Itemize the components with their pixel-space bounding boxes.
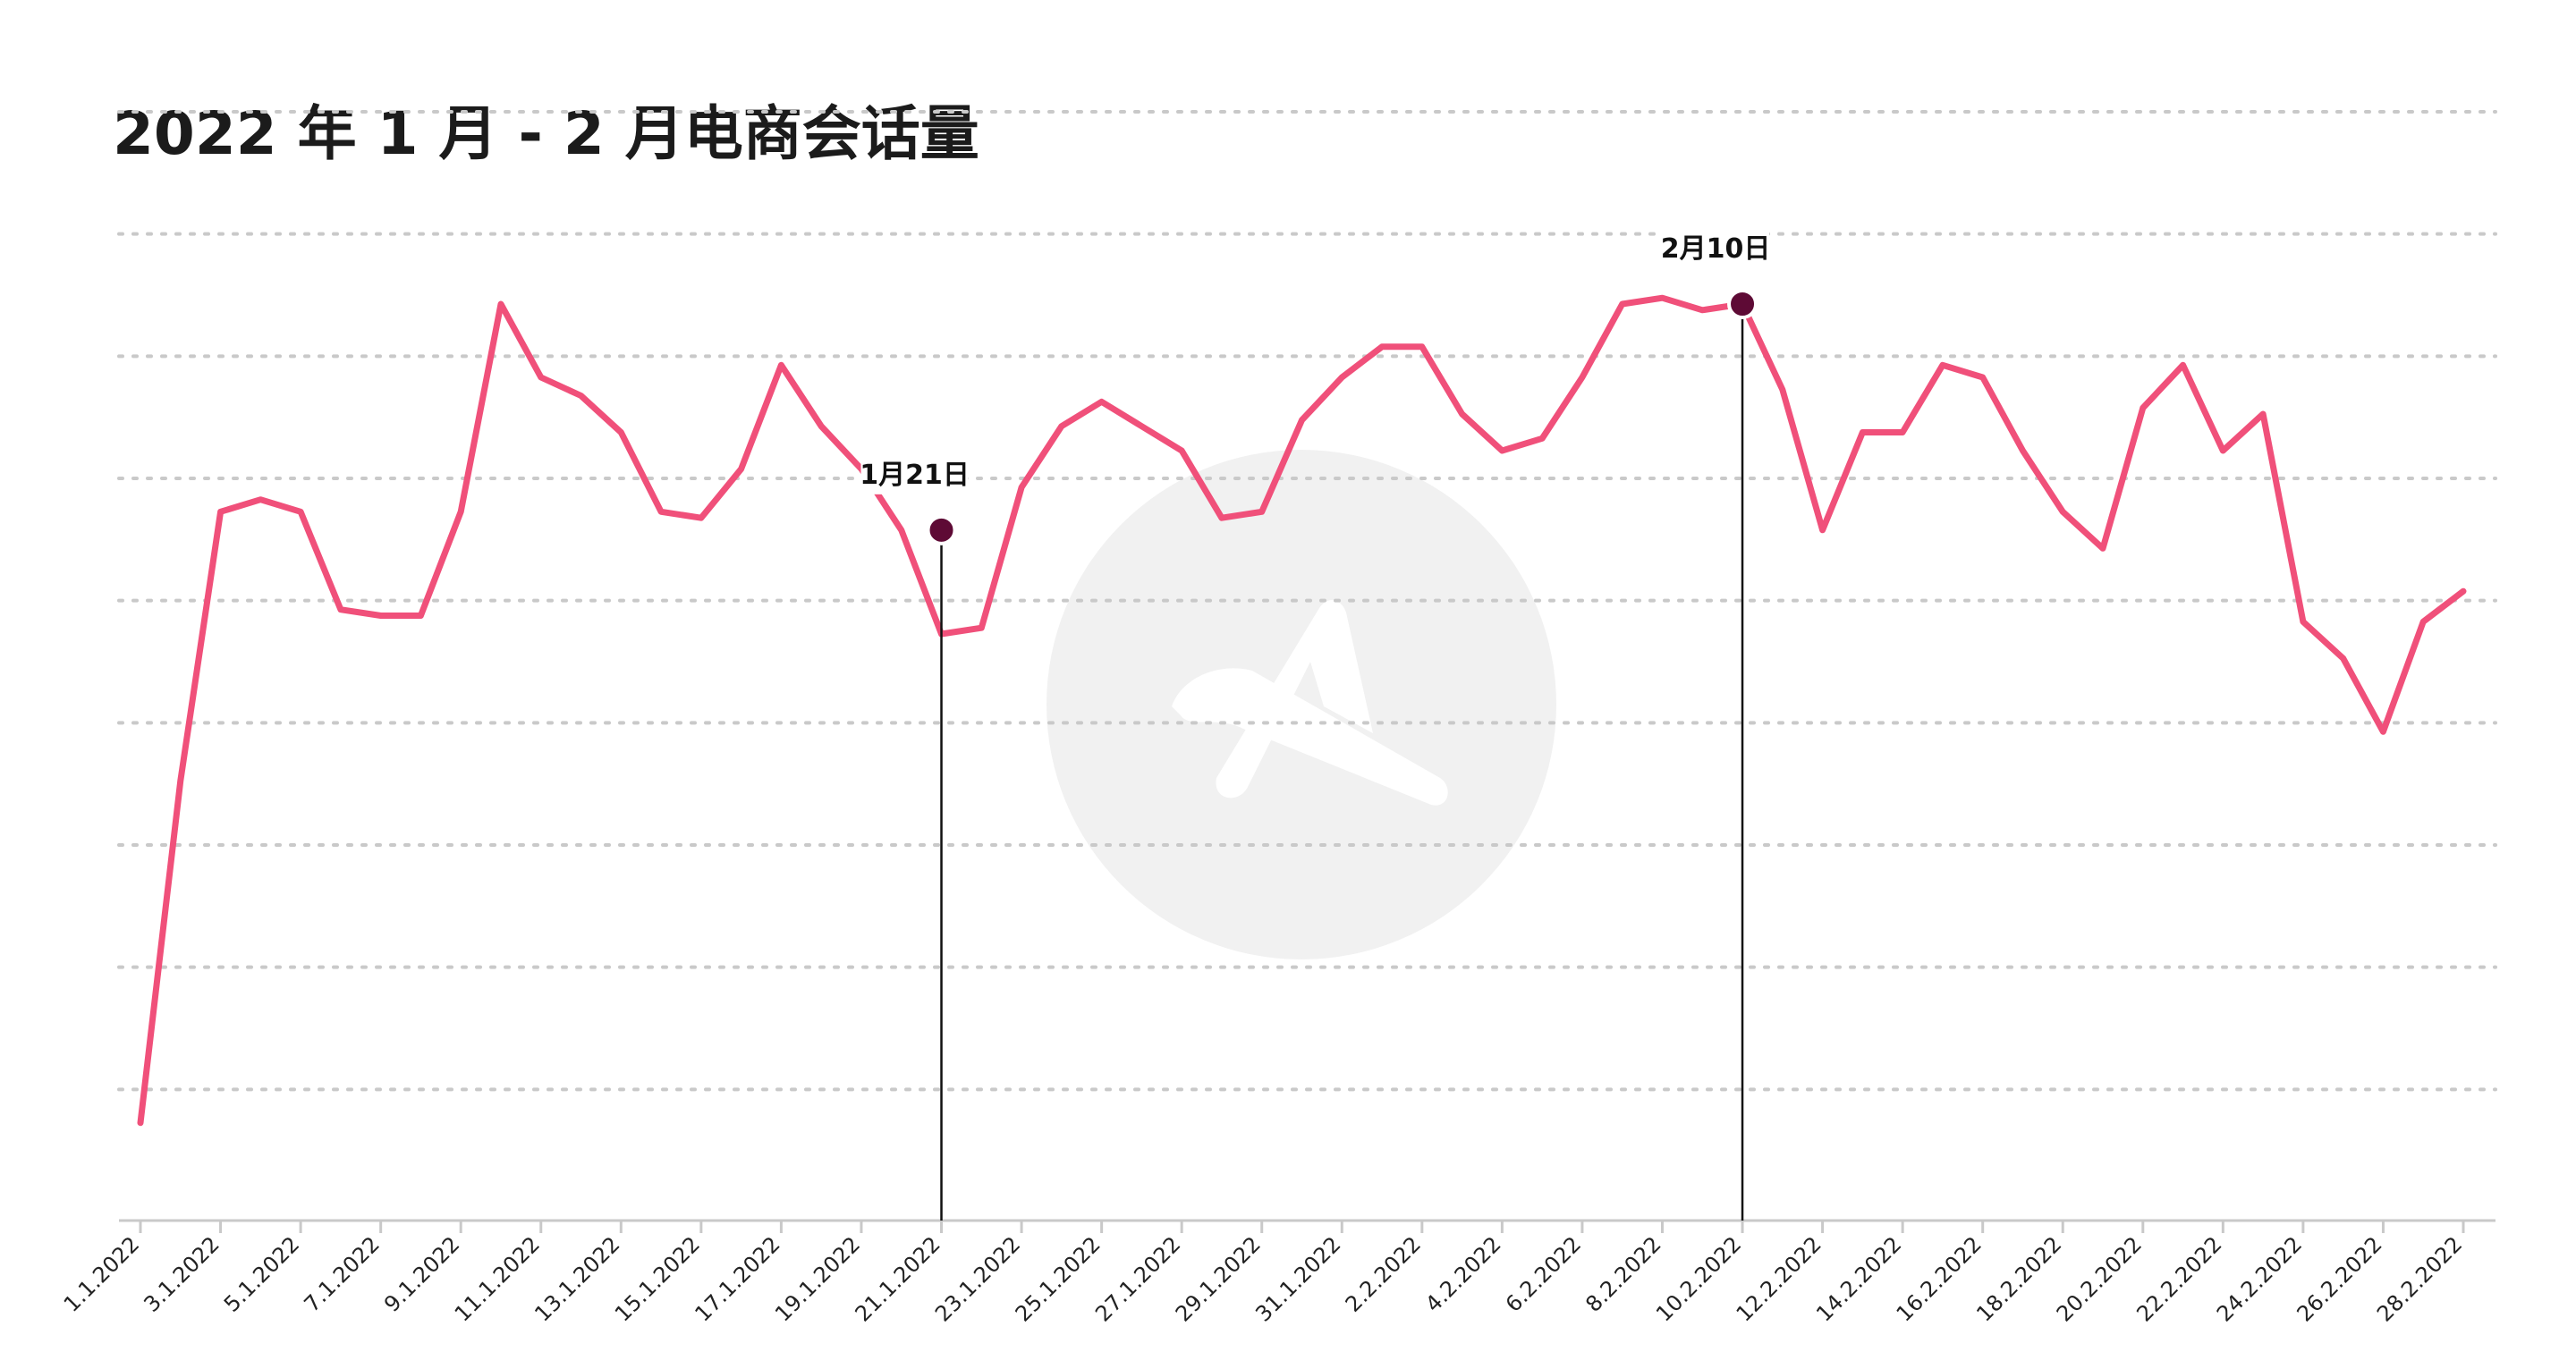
annotation-marker bbox=[926, 514, 957, 545]
x-tick-label: 21.1.2022 bbox=[851, 1231, 945, 1326]
annotation-label-background bbox=[860, 451, 969, 494]
gridlines bbox=[117, 110, 2497, 1092]
x-tick-label: 3.1.2022 bbox=[139, 1231, 224, 1316]
x-tick-label: 10.2.2022 bbox=[1651, 1231, 1746, 1326]
x-tick-label: 2.2.2022 bbox=[1341, 1231, 1426, 1316]
series-line bbox=[137, 294, 2467, 1127]
x-axis: 1.1.20223.1.20225.1.20227.1.20229.1.2022… bbox=[59, 1219, 2496, 1327]
x-tick-label: 19.1.2022 bbox=[770, 1231, 865, 1326]
x-tick-label: 12.2.2022 bbox=[1732, 1231, 1826, 1326]
x-tick-label: 22.2.2022 bbox=[2131, 1231, 2226, 1326]
x-tick-label: 31.1.2022 bbox=[1250, 1231, 1345, 1326]
annotation-marker bbox=[1727, 289, 1758, 319]
x-tick-label: 18.2.2022 bbox=[1971, 1231, 2066, 1326]
x-tick-label: 1.1.2022 bbox=[59, 1231, 144, 1316]
x-tick-label: 4.2.2022 bbox=[1420, 1231, 1505, 1316]
x-tick-label: 17.1.2022 bbox=[690, 1231, 784, 1326]
x-tick-label: 7.1.2022 bbox=[300, 1231, 385, 1316]
x-tick-label: 11.1.2022 bbox=[450, 1231, 545, 1326]
series-group bbox=[137, 294, 2467, 1127]
x-tick-label: 20.2.2022 bbox=[2052, 1231, 2147, 1326]
x-tick-label: 23.1.2022 bbox=[930, 1231, 1025, 1326]
x-tick-label: 14.2.2022 bbox=[1811, 1231, 1906, 1326]
x-tick-label: 15.1.2022 bbox=[610, 1231, 705, 1326]
annotation-label-background bbox=[1662, 225, 1770, 268]
x-tick-label: 24.2.2022 bbox=[2212, 1231, 2307, 1326]
x-tick-label: 29.1.2022 bbox=[1171, 1231, 1266, 1326]
annotations: 1月21日 2月10日 bbox=[860, 225, 1770, 1221]
x-tick-label: 26.2.2022 bbox=[2292, 1231, 2387, 1326]
x-tick-label: 8.2.2022 bbox=[1580, 1231, 1665, 1316]
x-tick-label: 13.1.2022 bbox=[530, 1231, 624, 1326]
x-tick-label: 25.1.2022 bbox=[1011, 1231, 1106, 1326]
annotation-label: 2月10日 bbox=[1661, 233, 1771, 265]
x-tick-label: 16.2.2022 bbox=[1892, 1231, 1987, 1326]
x-tick-label: 28.2.2022 bbox=[2372, 1231, 2467, 1326]
x-tick-label: 9.1.2022 bbox=[379, 1231, 464, 1316]
x-tick-label: 27.1.2022 bbox=[1090, 1231, 1185, 1326]
annotation-label: 1月21日 bbox=[860, 460, 970, 491]
watermark-logo-icon bbox=[1046, 450, 1556, 959]
x-tick-label: 6.2.2022 bbox=[1501, 1231, 1586, 1316]
x-tick-label: 5.1.2022 bbox=[219, 1231, 304, 1316]
